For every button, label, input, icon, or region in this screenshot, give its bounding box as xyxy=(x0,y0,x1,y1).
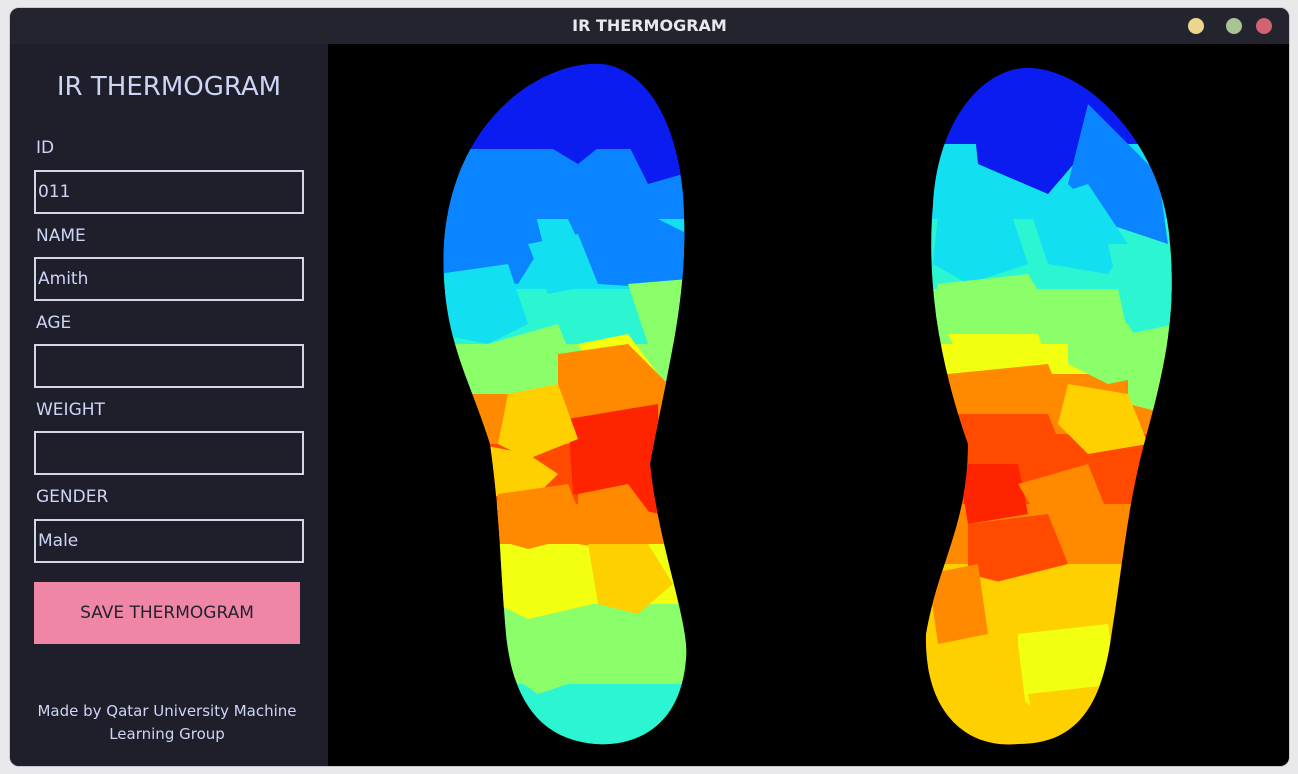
left-cell-18 xyxy=(518,64,628,164)
thermogram-canvas xyxy=(328,44,1289,766)
right-cell-5 xyxy=(933,274,1058,344)
left-cell-3 xyxy=(528,234,598,294)
sidebar: IR THERMOGRAM ID NAME AGE WEIGHT GENDER … xyxy=(10,44,328,766)
left-band-aqua xyxy=(443,684,687,745)
right-cell-20 xyxy=(1028,684,1118,745)
right-cell-15 xyxy=(968,514,1068,584)
right-cell-8 xyxy=(948,334,1048,374)
right-cell-7 xyxy=(1128,334,1172,414)
left-cell-0 xyxy=(443,184,543,284)
age-label: AGE xyxy=(36,313,72,333)
thermogram-svg xyxy=(443,63,1172,745)
weight-label: WEIGHT xyxy=(36,400,105,420)
left-cell-12 xyxy=(578,484,658,554)
right-cell-3 xyxy=(933,204,1028,284)
minimize-button[interactable] xyxy=(1188,18,1204,34)
window-title: IR THERMOGRAM xyxy=(572,16,727,35)
right-cell-4 xyxy=(1108,244,1172,334)
right-cell-12 xyxy=(958,464,1028,524)
right-cell-16 xyxy=(928,564,988,644)
left-cell-1 xyxy=(443,264,528,344)
right-cell-0 xyxy=(968,68,1108,194)
id-label: ID xyxy=(36,138,55,158)
left-cell-5 xyxy=(478,324,578,394)
right-cell-19 xyxy=(928,644,1028,744)
left-cell-15 xyxy=(598,614,687,684)
right-cell-2 xyxy=(1028,184,1128,274)
name-label: NAME xyxy=(36,226,86,246)
credits-text: Made by Qatar University Machine Learnin… xyxy=(37,702,297,743)
right-cell-17 xyxy=(988,564,1108,644)
app-heading: IR THERMOGRAM xyxy=(56,72,282,102)
left-foot-thermogram xyxy=(443,63,687,745)
gender-label: GENDER xyxy=(36,487,109,507)
left-cell-19 xyxy=(628,84,683,184)
right-foot-thermogram xyxy=(925,67,1172,745)
title-bar[interactable]: IR THERMOGRAM xyxy=(10,8,1289,44)
gender-input[interactable] xyxy=(34,519,304,563)
left-cell-8 xyxy=(568,404,660,514)
left-cell-9 xyxy=(498,384,578,459)
right-cell-9 xyxy=(948,364,1068,424)
right-cell-14 xyxy=(1058,504,1138,564)
weight-input[interactable] xyxy=(34,431,304,475)
close-button[interactable] xyxy=(1256,18,1272,34)
left-cell-11 xyxy=(493,484,588,549)
name-input[interactable] xyxy=(34,257,304,301)
save-thermogram-button[interactable]: SAVE THERMOGRAM xyxy=(34,582,300,644)
age-input[interactable] xyxy=(34,344,304,388)
right-cell-10 xyxy=(1058,384,1148,454)
left-cell-16 xyxy=(508,614,598,694)
left-cell-4 xyxy=(628,279,687,344)
app-window: IR THERMOGRAM IR THERMOGRAM ID NAME AGE … xyxy=(10,8,1289,766)
maximize-button[interactable] xyxy=(1226,18,1242,34)
left-cell-14 xyxy=(498,549,593,619)
id-input[interactable] xyxy=(34,170,304,214)
left-cell-17 xyxy=(578,684,638,745)
left-cell-2 xyxy=(568,204,687,289)
left-cell-13 xyxy=(588,544,673,614)
